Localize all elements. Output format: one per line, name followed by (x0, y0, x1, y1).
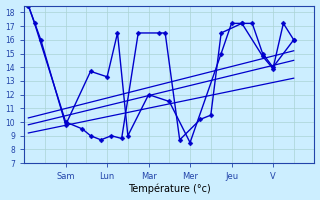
X-axis label: Température (°c): Température (°c) (128, 184, 211, 194)
